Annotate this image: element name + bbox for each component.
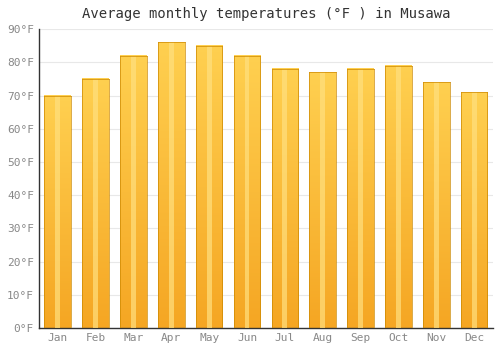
- Bar: [93, 79, 98, 328]
- Bar: [244, 56, 250, 328]
- Bar: [434, 82, 438, 328]
- Bar: [207, 46, 212, 328]
- Bar: [396, 65, 401, 328]
- Bar: [282, 69, 287, 328]
- Bar: [472, 92, 476, 328]
- Bar: [169, 42, 173, 328]
- Bar: [131, 56, 136, 328]
- Bar: [358, 69, 363, 328]
- Bar: [320, 72, 325, 328]
- Title: Average monthly temperatures (°F ) in Musawa: Average monthly temperatures (°F ) in Mu…: [82, 7, 450, 21]
- Bar: [56, 96, 60, 328]
